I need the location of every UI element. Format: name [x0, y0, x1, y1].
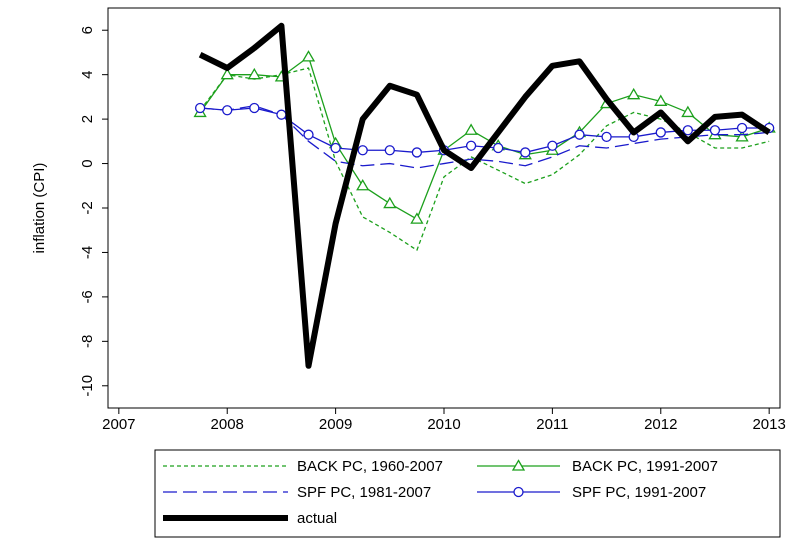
- legend-label: BACK PC, 1991-2007: [572, 458, 718, 475]
- marker: [682, 125, 694, 136]
- legend-label: actual: [297, 510, 337, 527]
- marker: [383, 196, 397, 209]
- legend-label: SPF PC, 1991-2007: [572, 484, 706, 501]
- marker: [735, 130, 749, 142]
- marker: [301, 50, 316, 62]
- legend-box: [154, 449, 781, 538]
- marker: [465, 140, 477, 151]
- marker: [520, 147, 531, 158]
- marker: [330, 142, 341, 154]
- y-axis-label: inflation (CPI): [31, 163, 48, 254]
- y-tick-label: 2: [79, 115, 96, 123]
- series-line: [198, 22, 771, 369]
- y-tick-label: 4: [79, 70, 96, 78]
- y-tick-label: -10: [79, 375, 96, 397]
- marker: [681, 105, 695, 118]
- x-tick-label: 2012: [644, 416, 677, 433]
- marker: [276, 109, 287, 120]
- marker: [654, 94, 668, 106]
- legend-marker: [513, 486, 524, 498]
- y-tick-label: 0: [79, 159, 96, 167]
- marker: [356, 178, 370, 191]
- x-tick-label: 2013: [752, 416, 785, 433]
- marker: [249, 102, 260, 114]
- x-tick-label: 2009: [319, 416, 352, 433]
- marker: [247, 67, 261, 80]
- y-tick-label: -6: [79, 290, 96, 303]
- y-tick-label: -2: [79, 201, 96, 214]
- marker: [655, 127, 666, 138]
- marker: [222, 105, 233, 116]
- marker: [220, 67, 234, 80]
- marker: [736, 122, 748, 134]
- series-line: [200, 105, 770, 169]
- legend-label: SPF PC, 1981-2007: [297, 484, 431, 501]
- series-line: [199, 67, 770, 251]
- marker: [464, 123, 478, 135]
- marker: [303, 129, 314, 140]
- x-tick-label: 2010: [427, 416, 460, 433]
- legend-marker: [511, 459, 526, 471]
- marker: [709, 125, 721, 136]
- y-tick-label: -4: [79, 246, 96, 259]
- marker: [384, 145, 395, 156]
- y-tick-label: 6: [79, 26, 96, 34]
- marker: [547, 140, 558, 151]
- marker: [493, 142, 504, 154]
- marker: [411, 147, 423, 158]
- plot-area: [107, 7, 781, 409]
- legend-label: BACK PC, 1960-2007: [297, 458, 443, 475]
- marker: [574, 129, 585, 140]
- marker: [194, 102, 206, 114]
- marker: [357, 145, 368, 156]
- x-tick-label: 2011: [536, 416, 568, 433]
- x-tick-label: 2007: [102, 416, 135, 433]
- x-tick-label: 2008: [211, 416, 244, 433]
- marker: [627, 87, 641, 100]
- marker: [601, 131, 612, 143]
- y-tick-label: -8: [79, 335, 96, 348]
- marker: [410, 212, 424, 224]
- series-line: [199, 56, 770, 220]
